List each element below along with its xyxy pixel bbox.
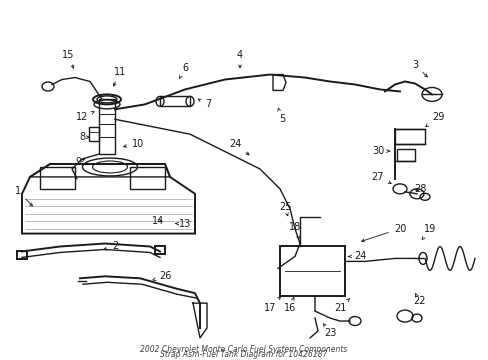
Text: 18: 18 [288, 222, 301, 239]
Text: 4: 4 [237, 50, 243, 68]
Text: 28: 28 [413, 184, 426, 194]
Text: 27: 27 [371, 172, 390, 184]
Text: 6: 6 [179, 63, 188, 78]
Text: 22: 22 [413, 293, 426, 306]
Text: 15: 15 [61, 50, 74, 68]
Bar [89, 127, 99, 141]
Text: 11: 11 [113, 67, 126, 86]
Text: 25: 25 [278, 202, 291, 216]
Bar [160, 96, 190, 106]
Text: 7: 7 [198, 99, 211, 109]
Text: 23: 23 [323, 324, 336, 338]
Text: 9: 9 [75, 157, 84, 167]
Text: 3: 3 [411, 60, 427, 77]
Bar [40, 167, 75, 189]
Text: 14: 14 [152, 216, 164, 226]
Text: 8: 8 [79, 132, 89, 142]
Text: 2: 2 [103, 242, 118, 252]
Bar [394, 129, 424, 144]
Text: 16: 16 [284, 297, 296, 313]
Text: 12: 12 [76, 112, 94, 122]
Text: 10: 10 [123, 139, 144, 149]
Text: 2002 Chevrolet Monte Carlo Fuel System Components: 2002 Chevrolet Monte Carlo Fuel System C… [140, 345, 347, 354]
Text: 19: 19 [421, 224, 435, 239]
Text: 24: 24 [347, 251, 366, 261]
Bar [99, 99, 115, 154]
Bar [130, 167, 164, 189]
Text: 24: 24 [228, 139, 248, 155]
Text: 20: 20 [361, 224, 406, 242]
Text: 30: 30 [371, 146, 389, 156]
Text: 29: 29 [425, 112, 443, 127]
Text: 21: 21 [333, 298, 349, 313]
Text: 17: 17 [263, 297, 280, 313]
Bar [280, 247, 345, 296]
Text: 1: 1 [15, 186, 32, 206]
Text: 13: 13 [175, 219, 191, 229]
Bar [396, 149, 414, 161]
Text: 5: 5 [277, 108, 285, 124]
Text: Strap Asm-Fuel Tank Diagram for 10426187: Strap Asm-Fuel Tank Diagram for 10426187 [160, 350, 327, 359]
Text: 26: 26 [153, 271, 171, 281]
